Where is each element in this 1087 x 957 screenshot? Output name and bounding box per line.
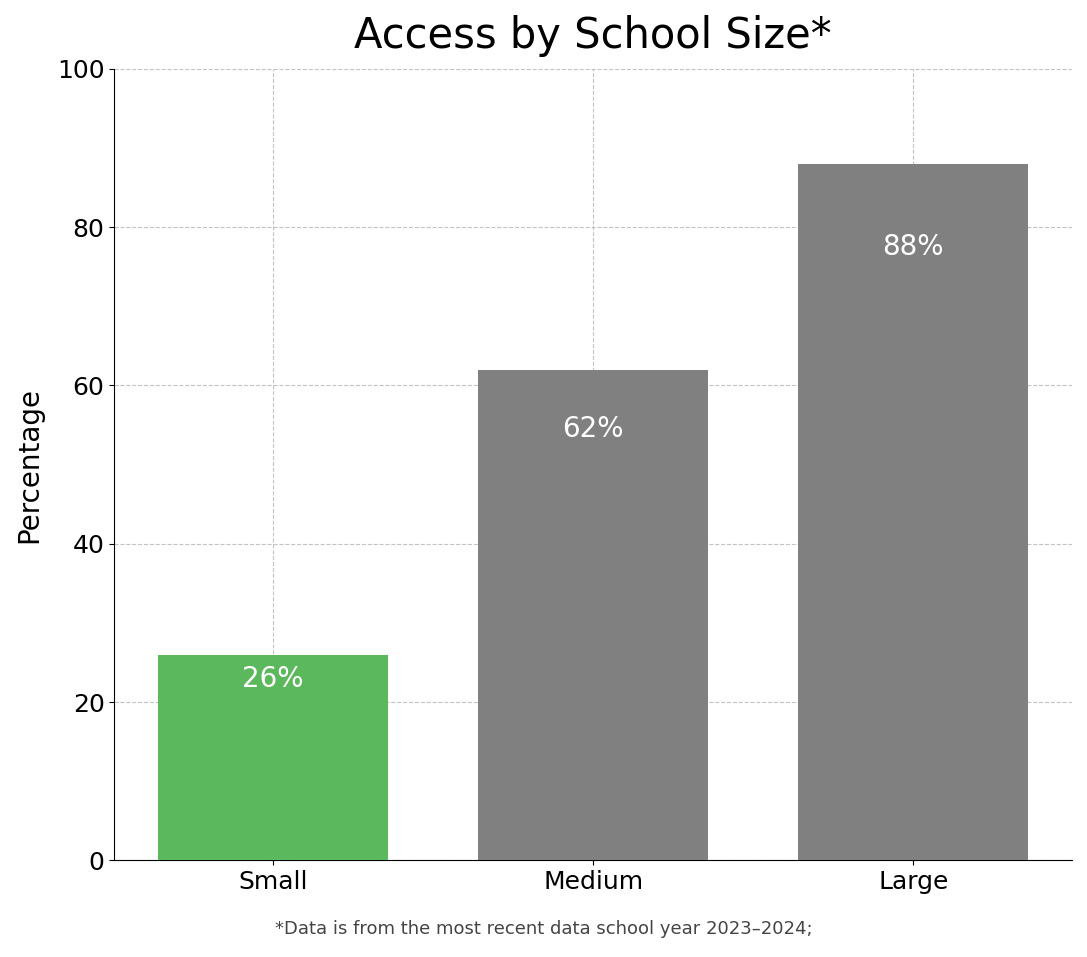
Text: 62%: 62% bbox=[562, 414, 624, 442]
Bar bbox=[158, 655, 388, 860]
Text: 88%: 88% bbox=[883, 234, 944, 261]
Text: *Data is from the most recent data school year 2023–2024;: *Data is from the most recent data schoo… bbox=[275, 920, 812, 938]
Bar bbox=[478, 369, 709, 860]
Title: Access by School Size*: Access by School Size* bbox=[354, 15, 832, 57]
Bar bbox=[798, 164, 1028, 860]
Y-axis label: Percentage: Percentage bbox=[15, 387, 43, 543]
Text: 26%: 26% bbox=[242, 665, 303, 693]
